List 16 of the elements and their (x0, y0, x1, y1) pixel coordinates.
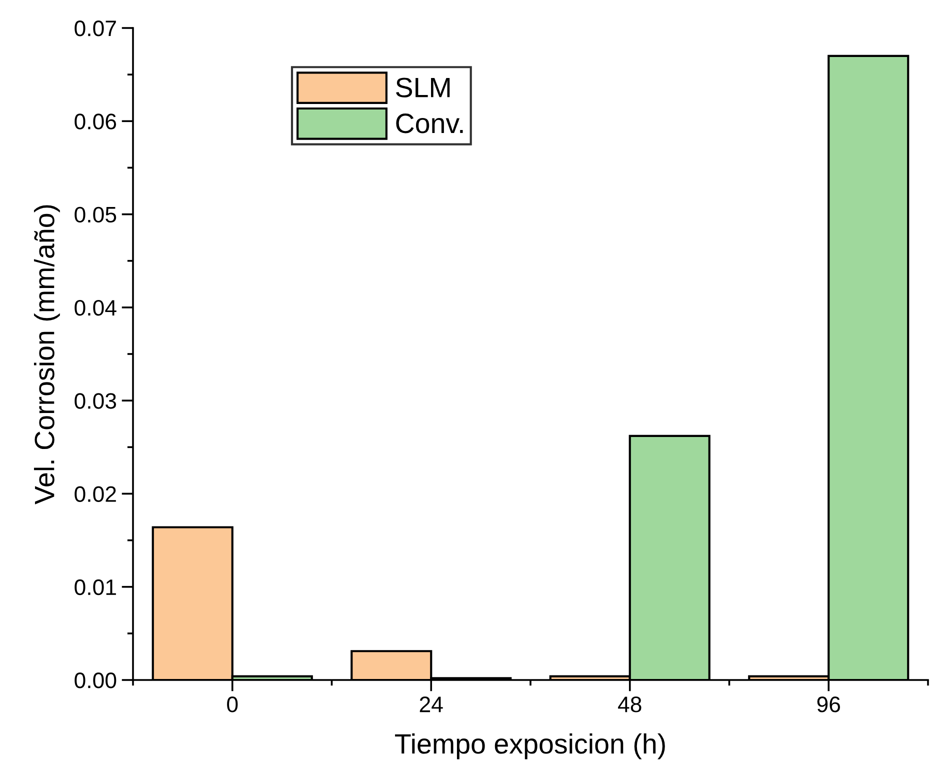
x-tick-label: 24 (420, 696, 443, 712)
y-tick-label: 0.07 (74, 20, 116, 36)
y-tick-label: 0.04 (74, 300, 116, 316)
y-tick-label: 0.01 (74, 579, 116, 596)
legend-label: Conv. (396, 114, 463, 134)
legend-label: SLM (396, 78, 450, 98)
y-tick-label: 0.02 (74, 486, 116, 502)
y-tick-label: 0.03 (74, 393, 116, 409)
x-tick-label: 0 (227, 696, 238, 712)
y-tick-label: 0.05 (74, 206, 116, 223)
x-axis-title: Tiempo exposicion (h) (395, 733, 665, 760)
x-tick-label: 96 (817, 696, 840, 712)
x-tick-label: 48 (618, 696, 642, 712)
y-axis-title: Vel. Corrosion (mm/año) (34, 205, 60, 504)
y-tick-label: 0.06 (74, 114, 116, 130)
y-tick-label: 0.00 (74, 672, 116, 688)
